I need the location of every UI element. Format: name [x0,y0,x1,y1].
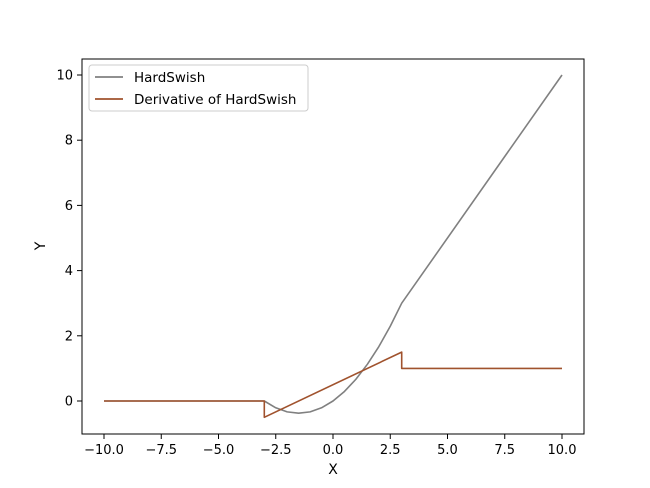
y-tick-label: 0 [65,395,73,410]
x-tick-label: 10.0 [548,443,577,458]
legend-label: Derivative of HardSwish [134,92,296,108]
x-tick-label: −10.0 [84,443,124,458]
y-tick-label: 6 [65,199,73,214]
x-axis-label: X [328,462,338,478]
x-tick-label: −7.5 [145,443,177,458]
series-line-derivative [104,351,562,419]
series-layer [104,74,563,419]
legend-box [88,64,309,112]
x-tick-label: 0.0 [323,443,344,458]
y-tick-label: 2 [65,329,73,344]
x-tick-label: 5.0 [437,443,458,458]
x-tick-label: 7.5 [494,443,515,458]
y-tick-label: 8 [65,134,73,149]
x-axis: −10.0 −7.5 −5.0 −2.5 0.0 2.5 5.0 7.5 10.0 [84,434,576,458]
y-axis-label: Y [33,241,49,251]
y-tick-label: 4 [65,264,73,279]
series-line-hardswish [104,74,563,415]
y-tick-label: 10 [56,69,73,84]
legend-label: HardSwish [134,70,205,86]
x-tick-label: −2.5 [260,443,292,458]
x-tick-label: 2.5 [380,443,401,458]
legend: HardSwish Derivative of HardSwish [88,64,309,112]
y-axis: 0 2 4 6 8 10 [56,69,82,410]
x-tick-label: −5.0 [203,443,235,458]
